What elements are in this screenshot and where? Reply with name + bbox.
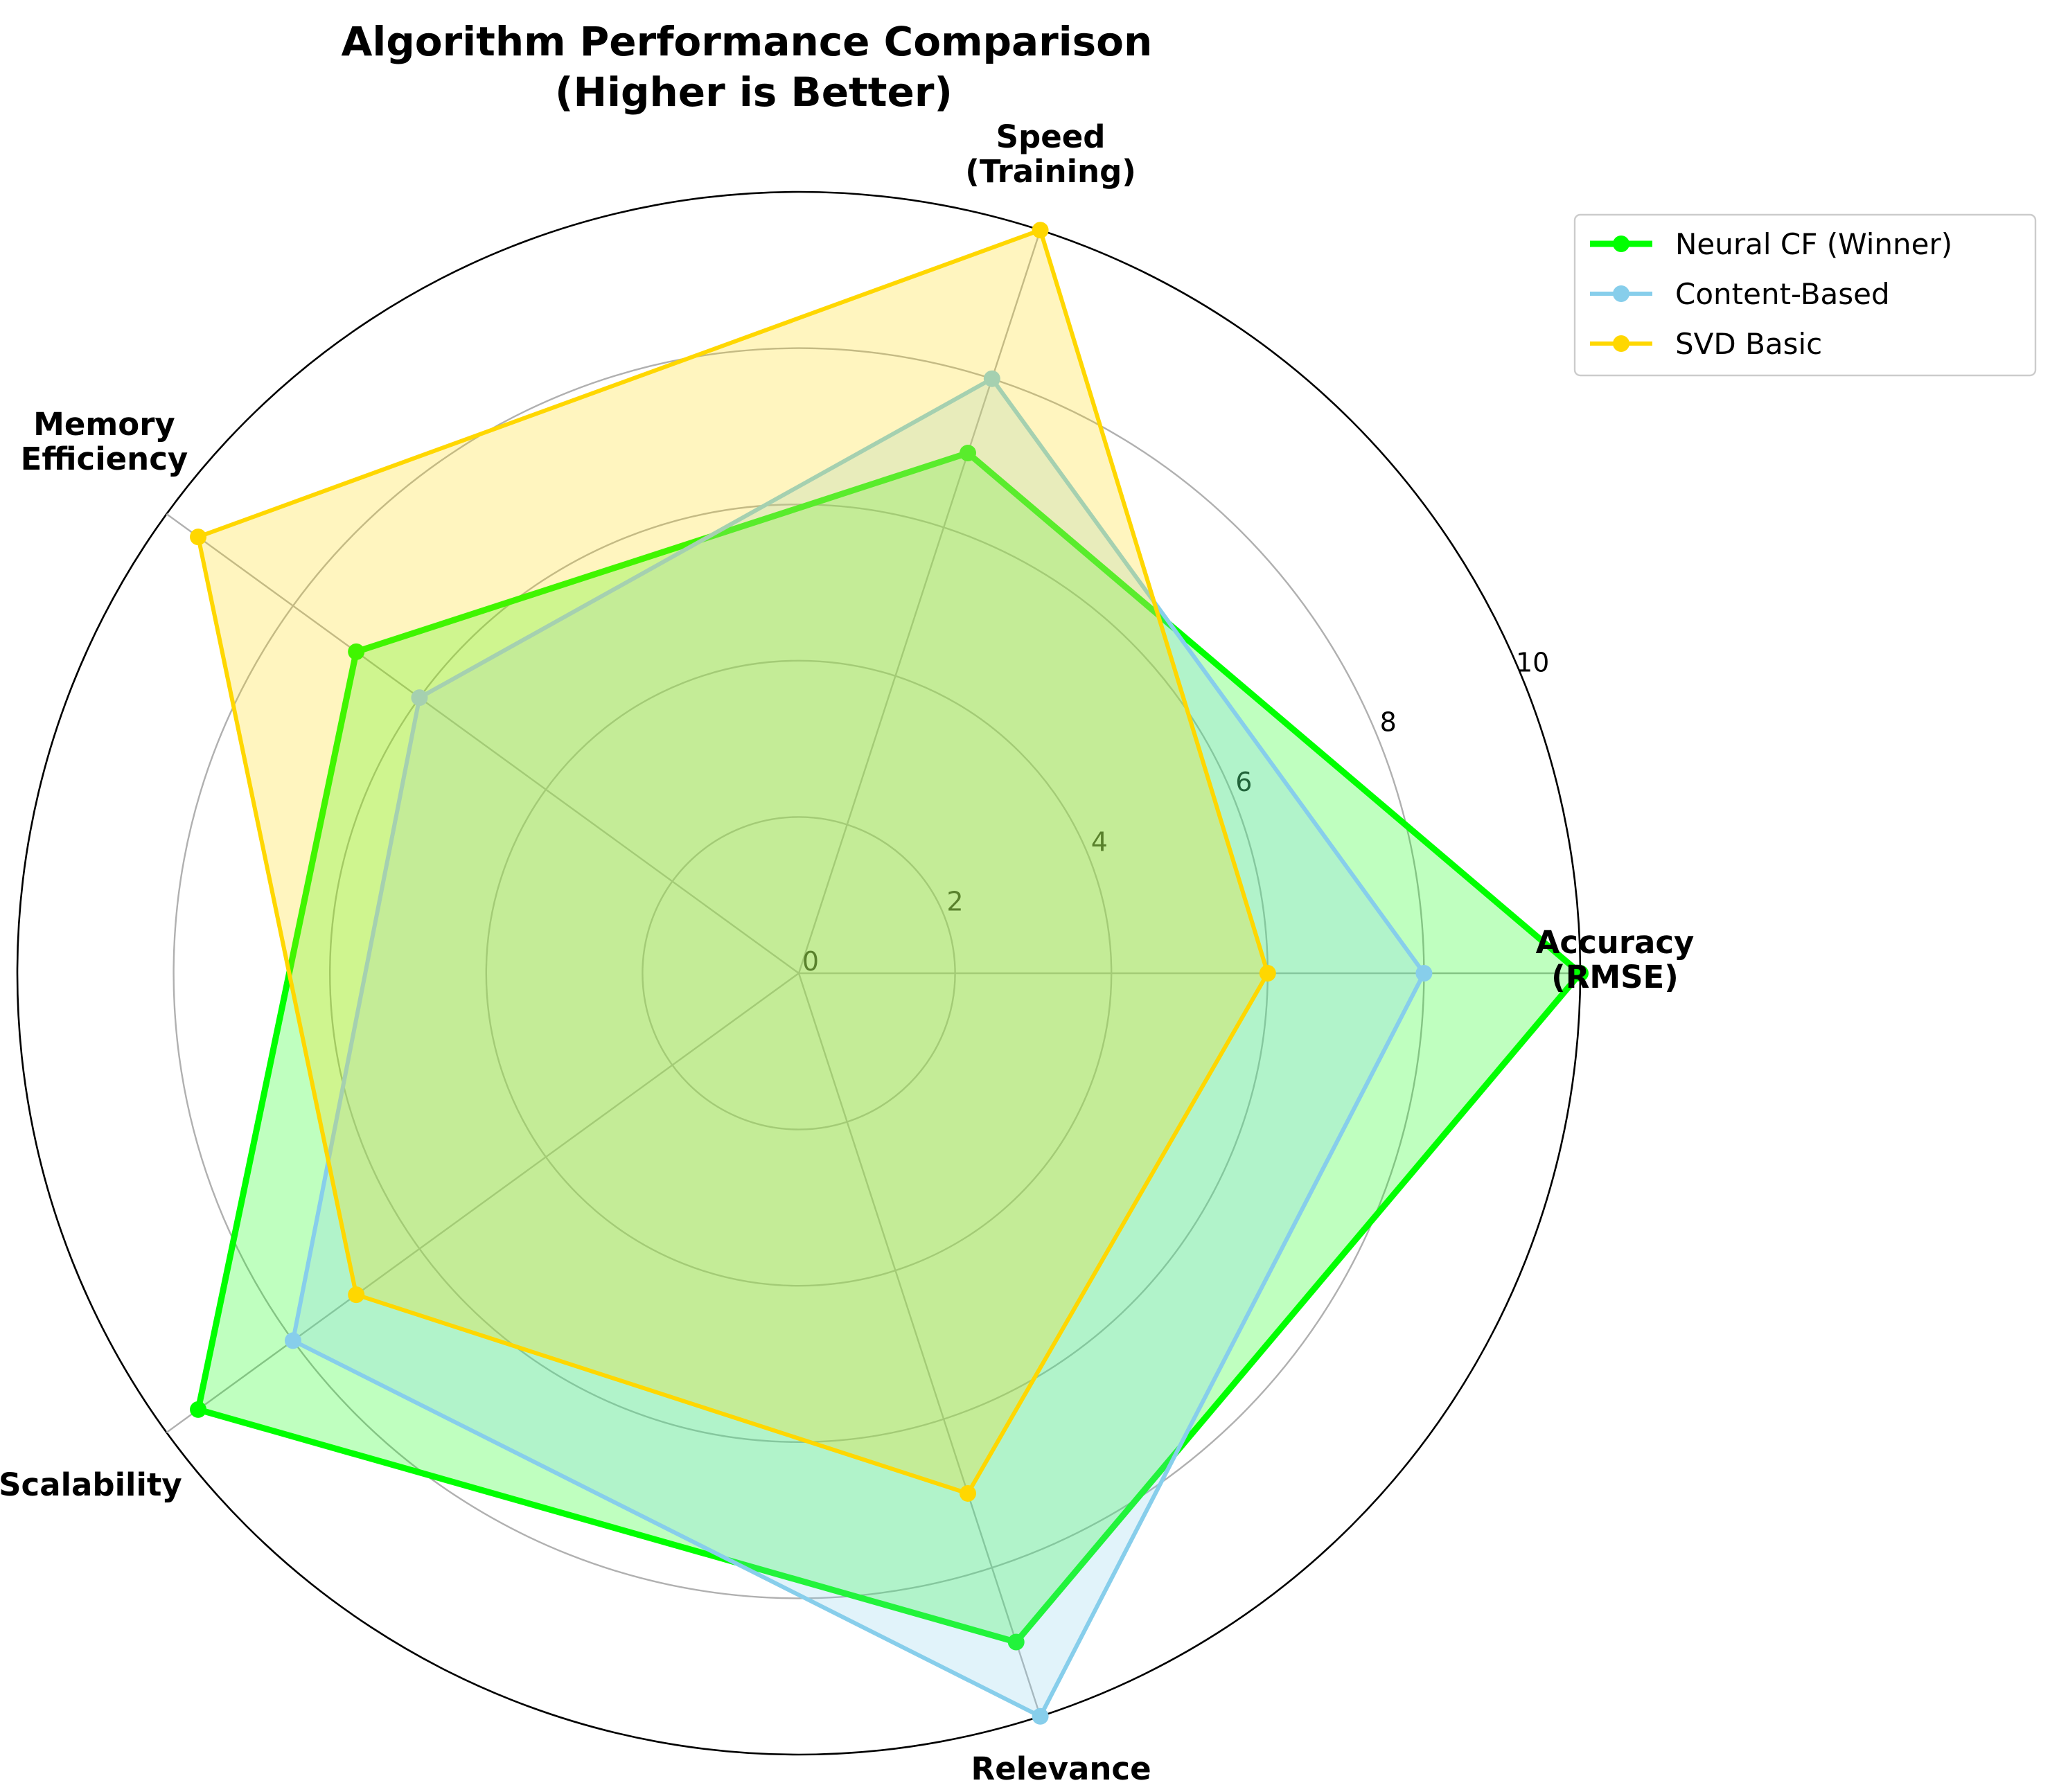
series-fill	[198, 230, 1268, 1494]
axis-label-line: (Training)	[965, 153, 1136, 190]
series-layer	[190, 222, 1589, 1725]
legend-entry-label: SVD Basic	[1675, 327, 1822, 361]
axis-label-line: Scalability	[0, 1466, 182, 1503]
axis-label-line: Relevance	[971, 1750, 1151, 1787]
series-fill	[292, 378, 1424, 1716]
axis-label: Speed (Training)	[965, 118, 1136, 190]
chart-title-line-2: (Higher is Better)	[555, 69, 953, 116]
axis-label-line: Memory	[33, 406, 175, 443]
legend: Neural CF (Winner) Content-Based SVD Basic	[1573, 213, 2037, 377]
data-point	[983, 370, 1000, 387]
data-point	[959, 1484, 976, 1502]
series-0	[190, 445, 1589, 1651]
axis-label-line: Efficiency	[21, 441, 188, 477]
r-tick-label: 10	[1516, 647, 1549, 677]
axis-label: Memory Efficiency	[21, 406, 188, 477]
data-point	[348, 643, 365, 660]
series-line	[195, 227, 1271, 1496]
data-point	[1415, 965, 1433, 982]
legend-entry-label: Neural CF (Winner)	[1675, 227, 1952, 261]
legend-swatch-marker	[1613, 236, 1629, 252]
chart-title: Algorithm Performance Comparison (Higher…	[341, 18, 1166, 116]
r-tick-label: 0	[802, 946, 819, 977]
axis-label: Accuracy (RMSE)	[1536, 924, 1695, 995]
spoke-4	[797, 973, 1041, 1717]
series-2	[190, 222, 1276, 1502]
axis-label-line: (RMSE)	[1551, 959, 1679, 995]
spoke-2	[166, 513, 799, 974]
data-point	[1007, 1633, 1025, 1651]
spoke-1	[797, 229, 1041, 974]
legend-box	[1573, 213, 2037, 377]
legend-entry-label: Content-Based	[1675, 277, 1890, 311]
series-1	[284, 370, 1433, 1725]
data-point	[284, 1332, 301, 1349]
data-point	[1032, 222, 1049, 239]
legend-swatch-marker	[1613, 335, 1629, 352]
data-point	[1259, 965, 1276, 982]
spoke-3	[166, 973, 799, 1433]
series-line	[290, 375, 1426, 1719]
chart-title-line-1: Algorithm Performance Comparison	[341, 18, 1152, 65]
data-point	[190, 529, 207, 546]
axis-labels: Accuracy (RMSE) Speed (Training) Memory Effic…	[0, 118, 1694, 1787]
r-tick-label: 6	[1235, 767, 1252, 797]
data-point	[411, 689, 428, 707]
r-tick-label: 8	[1380, 707, 1397, 738]
series-line	[194, 449, 1585, 1646]
axis-label: Relevance	[971, 1750, 1151, 1787]
r-tick-label: 4	[1091, 826, 1108, 857]
data-point	[1572, 965, 1589, 982]
data-point	[190, 1401, 207, 1418]
axis-label-line: Accuracy	[1536, 924, 1695, 961]
axis-label: Scalability	[0, 1466, 182, 1503]
data-point	[959, 445, 976, 462]
legend-swatch-marker	[1613, 285, 1629, 302]
data-point	[1032, 1707, 1049, 1725]
series-fill	[198, 453, 1581, 1642]
data-point	[348, 1286, 365, 1304]
axis-label-line: Speed	[996, 118, 1106, 155]
r-tick-label: 2	[946, 887, 963, 917]
